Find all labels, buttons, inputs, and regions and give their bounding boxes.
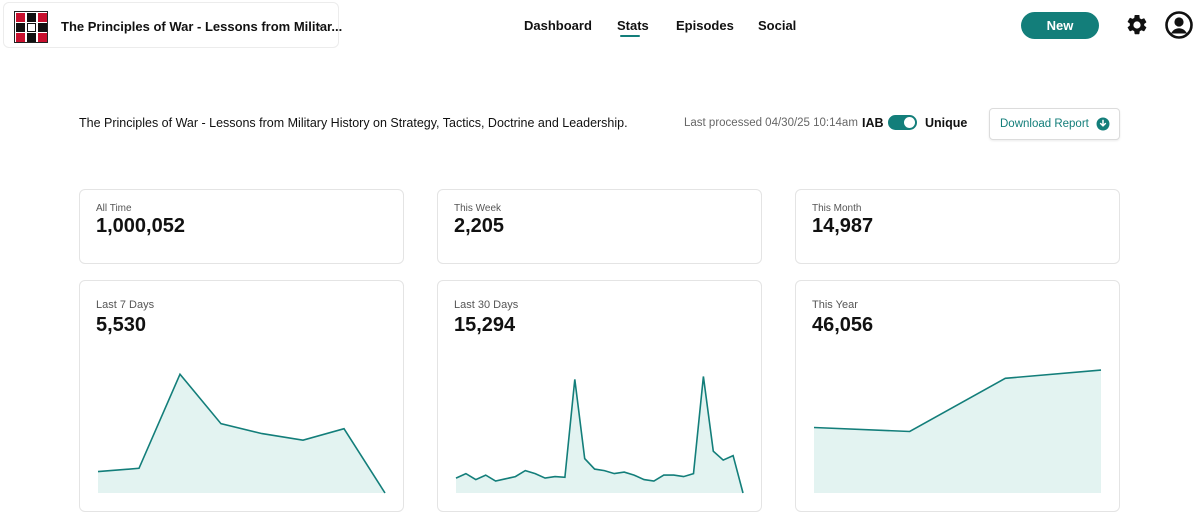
download-report-button[interactable]: Download Report: [989, 108, 1120, 140]
user-avatar-icon[interactable]: [1165, 11, 1193, 39]
area-fill: [814, 370, 1101, 493]
series-line: [813, 369, 1102, 433]
new-button[interactable]: New: [1021, 12, 1099, 39]
stat-value: 2,205: [454, 215, 505, 237]
stat-value: 1,000,052: [96, 215, 185, 237]
chart-headline: 15,294: [454, 314, 516, 336]
stat-label: This Month: [812, 203, 862, 214]
podcast-artwork: [14, 11, 48, 43]
chart-headline: 46,056: [812, 314, 874, 336]
chart-title: This Year: [812, 299, 858, 311]
iab-label: IAB: [862, 116, 884, 130]
active-tab-indicator: [620, 35, 640, 37]
unique-label: Unique: [925, 116, 968, 130]
nav-stats[interactable]: Stats: [617, 18, 649, 33]
area-chart: [97, 372, 386, 494]
stat-card-all-time: All Time 1,000,052: [79, 189, 404, 264]
unique-toggle[interactable]: [888, 115, 917, 130]
chart-title: Last 30 Days: [454, 299, 519, 311]
chart-card-last-30-days: Last 30 Days 15,294: [437, 280, 762, 512]
stat-card-this-week: This Week 2,205: [437, 189, 762, 264]
chart-title: Last 7 Days: [96, 299, 155, 311]
nav-dashboard[interactable]: Dashboard: [524, 18, 592, 33]
podcast-title: The Principles of War - Lessons from Mil…: [61, 19, 343, 34]
download-icon: [1096, 117, 1110, 131]
series-line: [455, 376, 744, 494]
stat-label: This Week: [454, 203, 502, 214]
gear-icon[interactable]: [1125, 13, 1149, 37]
podcast-selector[interactable]: The Principles of War - Lessons from Mil…: [3, 2, 343, 48]
last-processed-text: Last processed 04/30/25 10:14am: [684, 117, 858, 129]
area-chart: [455, 376, 744, 494]
chart-card-last-7-days: Last 7 Days 5,530: [79, 280, 404, 512]
area-fill: [456, 376, 743, 493]
area-chart: [813, 369, 1102, 493]
toggle-knob: [904, 117, 915, 128]
series-line: [97, 372, 386, 494]
chart-headline: 5,530: [96, 314, 147, 336]
stat-card-this-month: This Month 14,987: [795, 189, 1120, 264]
nav-episodes[interactable]: Episodes: [676, 18, 734, 33]
nav-social[interactable]: Social: [758, 18, 797, 33]
area-fill: [98, 374, 385, 493]
stat-value: 14,987: [812, 215, 874, 237]
top-header: The Principles of War - Lessons from Mil…: [0, 0, 1200, 50]
chevron-down-icon: ⌄: [316, 19, 325, 30]
download-report-label: Download Report: [1000, 118, 1089, 130]
stat-label: All Time: [96, 203, 132, 214]
podcast-full-title: The Principles of War - Lessons from Mil…: [79, 116, 628, 130]
chart-card-this-year: This Year 46,056: [795, 280, 1120, 512]
